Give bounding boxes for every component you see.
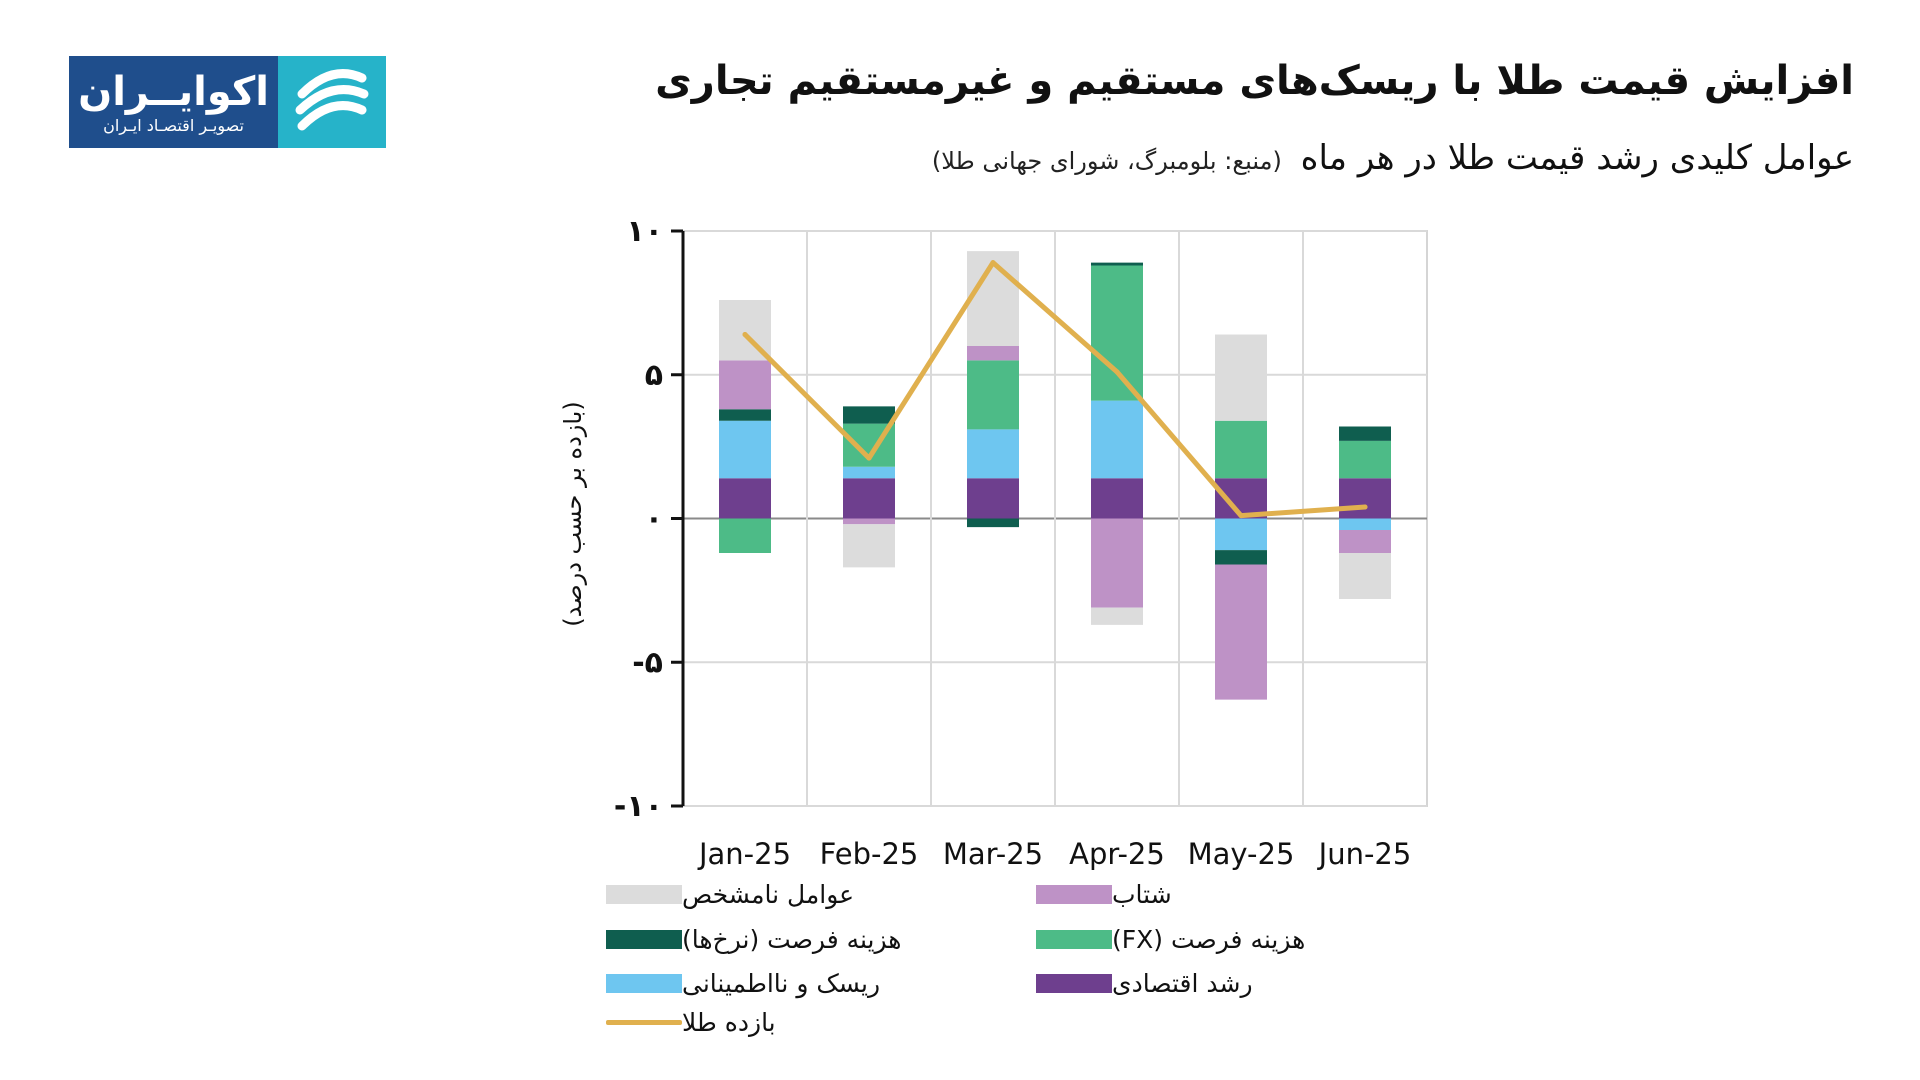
x-tick-label: Mar-25 xyxy=(943,837,1043,871)
bar-segment-3 xyxy=(1091,265,1143,401)
legend-item: عوامل نامشخص xyxy=(592,880,854,909)
x-tick-label: Apr-25 xyxy=(1069,837,1165,871)
y-tick-label: ۱۰ xyxy=(626,214,663,249)
bar-segment-2 xyxy=(843,466,895,479)
bar-segment-5 xyxy=(1215,564,1267,700)
y-tick-label: ۵ xyxy=(645,358,663,393)
legend-item: ریسک و نااطمینانی xyxy=(592,969,880,998)
x-tick-label: Jun-25 xyxy=(1317,837,1412,871)
legend-item: رشد اقتصادی xyxy=(1022,969,1253,998)
x-tick-label: May-25 xyxy=(1188,837,1295,871)
gold-return-point xyxy=(1114,369,1120,375)
bar-segment-2 xyxy=(967,429,1019,479)
legend-label: عوامل نامشخص xyxy=(682,880,855,909)
legend-swatch xyxy=(1036,930,1112,949)
legend-item: شتاب xyxy=(1022,880,1172,909)
legend-swatch xyxy=(606,930,682,949)
bar-segment-3 xyxy=(719,518,771,553)
legend-swatch xyxy=(1036,974,1112,993)
page-subtitle: عوامل کلیدی رشد قیمت طلا در هر ماه (منبع… xyxy=(932,138,1854,178)
legend-label: هزینه فرصت (نرخ‌ها) xyxy=(682,925,902,954)
bar-segment-1 xyxy=(1339,478,1391,519)
y-tick-label: ۰ xyxy=(645,502,663,537)
legend-line-swatch xyxy=(606,1020,682,1025)
bar-segment-4 xyxy=(967,518,1019,528)
subtitle-text: عوامل کلیدی رشد قیمت طلا در هر ماه xyxy=(1300,138,1854,178)
legend-label: ریسک و نااطمینانی xyxy=(682,969,881,998)
bar-segment-6 xyxy=(1091,607,1143,625)
legend-label: شتاب xyxy=(1112,880,1172,909)
x-tick-label: Feb-25 xyxy=(820,837,919,871)
bar-segment-2 xyxy=(719,420,771,479)
bar-segment-4 xyxy=(843,406,895,424)
bar-segment-4 xyxy=(719,409,771,421)
brand-text: اکوایــران تصویـر اقتصـاد ایـران xyxy=(69,56,278,148)
bar-segment-5 xyxy=(967,346,1019,361)
bar-segment-5 xyxy=(719,360,771,410)
bar-segment-4 xyxy=(1091,262,1143,266)
bar-segment-2 xyxy=(1339,518,1391,530)
bar-segment-3 xyxy=(967,360,1019,430)
bar-segment-2 xyxy=(1215,518,1267,551)
gold-return-point xyxy=(1238,513,1244,519)
bar-segment-3 xyxy=(1339,440,1391,479)
page-title: افزایش قیمت طلا با ریسک‌های مستقیم و غیر… xyxy=(655,58,1854,104)
bar-segment-6 xyxy=(1339,553,1391,599)
gold-return-point xyxy=(1362,504,1368,510)
brand-name: اکوایــران xyxy=(78,69,269,115)
legend-label: بازده طلا xyxy=(682,1008,776,1037)
bar-segment-1 xyxy=(967,478,1019,519)
bar-segment-5 xyxy=(1091,518,1143,608)
bar-segment-4 xyxy=(1215,550,1267,565)
legend-swatch xyxy=(606,885,682,904)
bar-segment-3 xyxy=(1215,420,1267,479)
source-note: (منبع: بلومبرگ، شورای جهانی طلا) xyxy=(931,147,1282,175)
bar-segment-1 xyxy=(719,478,771,519)
bar-segment-6 xyxy=(843,524,895,568)
bar-segment-2 xyxy=(1091,400,1143,479)
brand-logo: اکوایــران تصویـر اقتصـاد ایـران xyxy=(69,56,386,148)
legend-swatch xyxy=(1036,885,1112,904)
bar-segment-1 xyxy=(1091,478,1143,519)
bar-segment-6 xyxy=(1215,334,1267,421)
gold-return-point xyxy=(990,260,996,266)
bar-segment-1 xyxy=(843,478,895,519)
y-tick-label: -۵ xyxy=(632,645,663,680)
legend-label: هزینه فرصت (FX) xyxy=(1112,925,1306,954)
legend-label: رشد اقتصادی xyxy=(1112,969,1253,998)
bar-segment-5 xyxy=(1339,530,1391,553)
legend-item-line: بازده طلا xyxy=(592,1008,776,1037)
gold-return-point xyxy=(866,455,872,461)
stripes-logo-icon xyxy=(278,56,386,148)
legend-item: هزینه فرصت (FX) xyxy=(1022,925,1305,954)
y-tick-label: -۱۰ xyxy=(614,789,663,824)
legend-item: هزینه فرصت (نرخ‌ها) xyxy=(592,925,902,954)
gold-return-point xyxy=(742,332,748,337)
gold-return-line xyxy=(742,260,1368,519)
legend-swatch xyxy=(606,974,682,993)
bar-segment-4 xyxy=(1339,426,1391,441)
x-tick-label: Jan-25 xyxy=(697,837,791,871)
bar-segment-5 xyxy=(843,518,895,525)
brand-tagline: تصویـر اقتصـاد ایـران xyxy=(103,116,244,135)
